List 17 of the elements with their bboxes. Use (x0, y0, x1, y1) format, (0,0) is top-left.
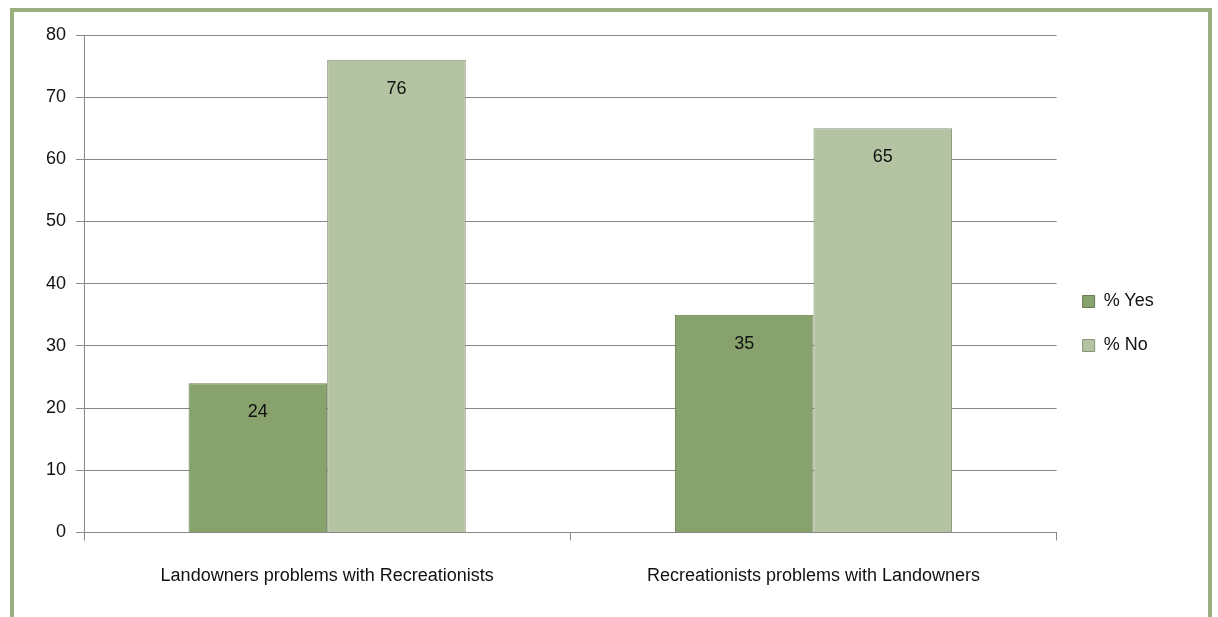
data-label: 65 (872, 146, 893, 167)
data-label: 35 (734, 332, 755, 353)
data-label: 76 (386, 77, 407, 98)
y-tick-label: 40 (45, 272, 67, 293)
data-label: 24 (247, 401, 268, 422)
y-tick-label: 50 (45, 210, 67, 231)
y-tick-label: 20 (45, 397, 67, 418)
y-tick-label: 0 (56, 521, 67, 542)
y-tick-label: 10 (45, 459, 67, 480)
y-tick-label: 30 (45, 334, 67, 355)
legend-label: % Yes (1103, 290, 1154, 311)
y-tick-label: 70 (45, 86, 67, 107)
x-tick-label: Landowners problems with Recreationists (160, 565, 494, 586)
legend-label: % No (1103, 334, 1148, 355)
y-tick-label: 60 (45, 148, 67, 169)
y-tick-label: 80 (45, 23, 67, 44)
x-tick-label: Recreationists problems with Landowners (646, 565, 981, 586)
